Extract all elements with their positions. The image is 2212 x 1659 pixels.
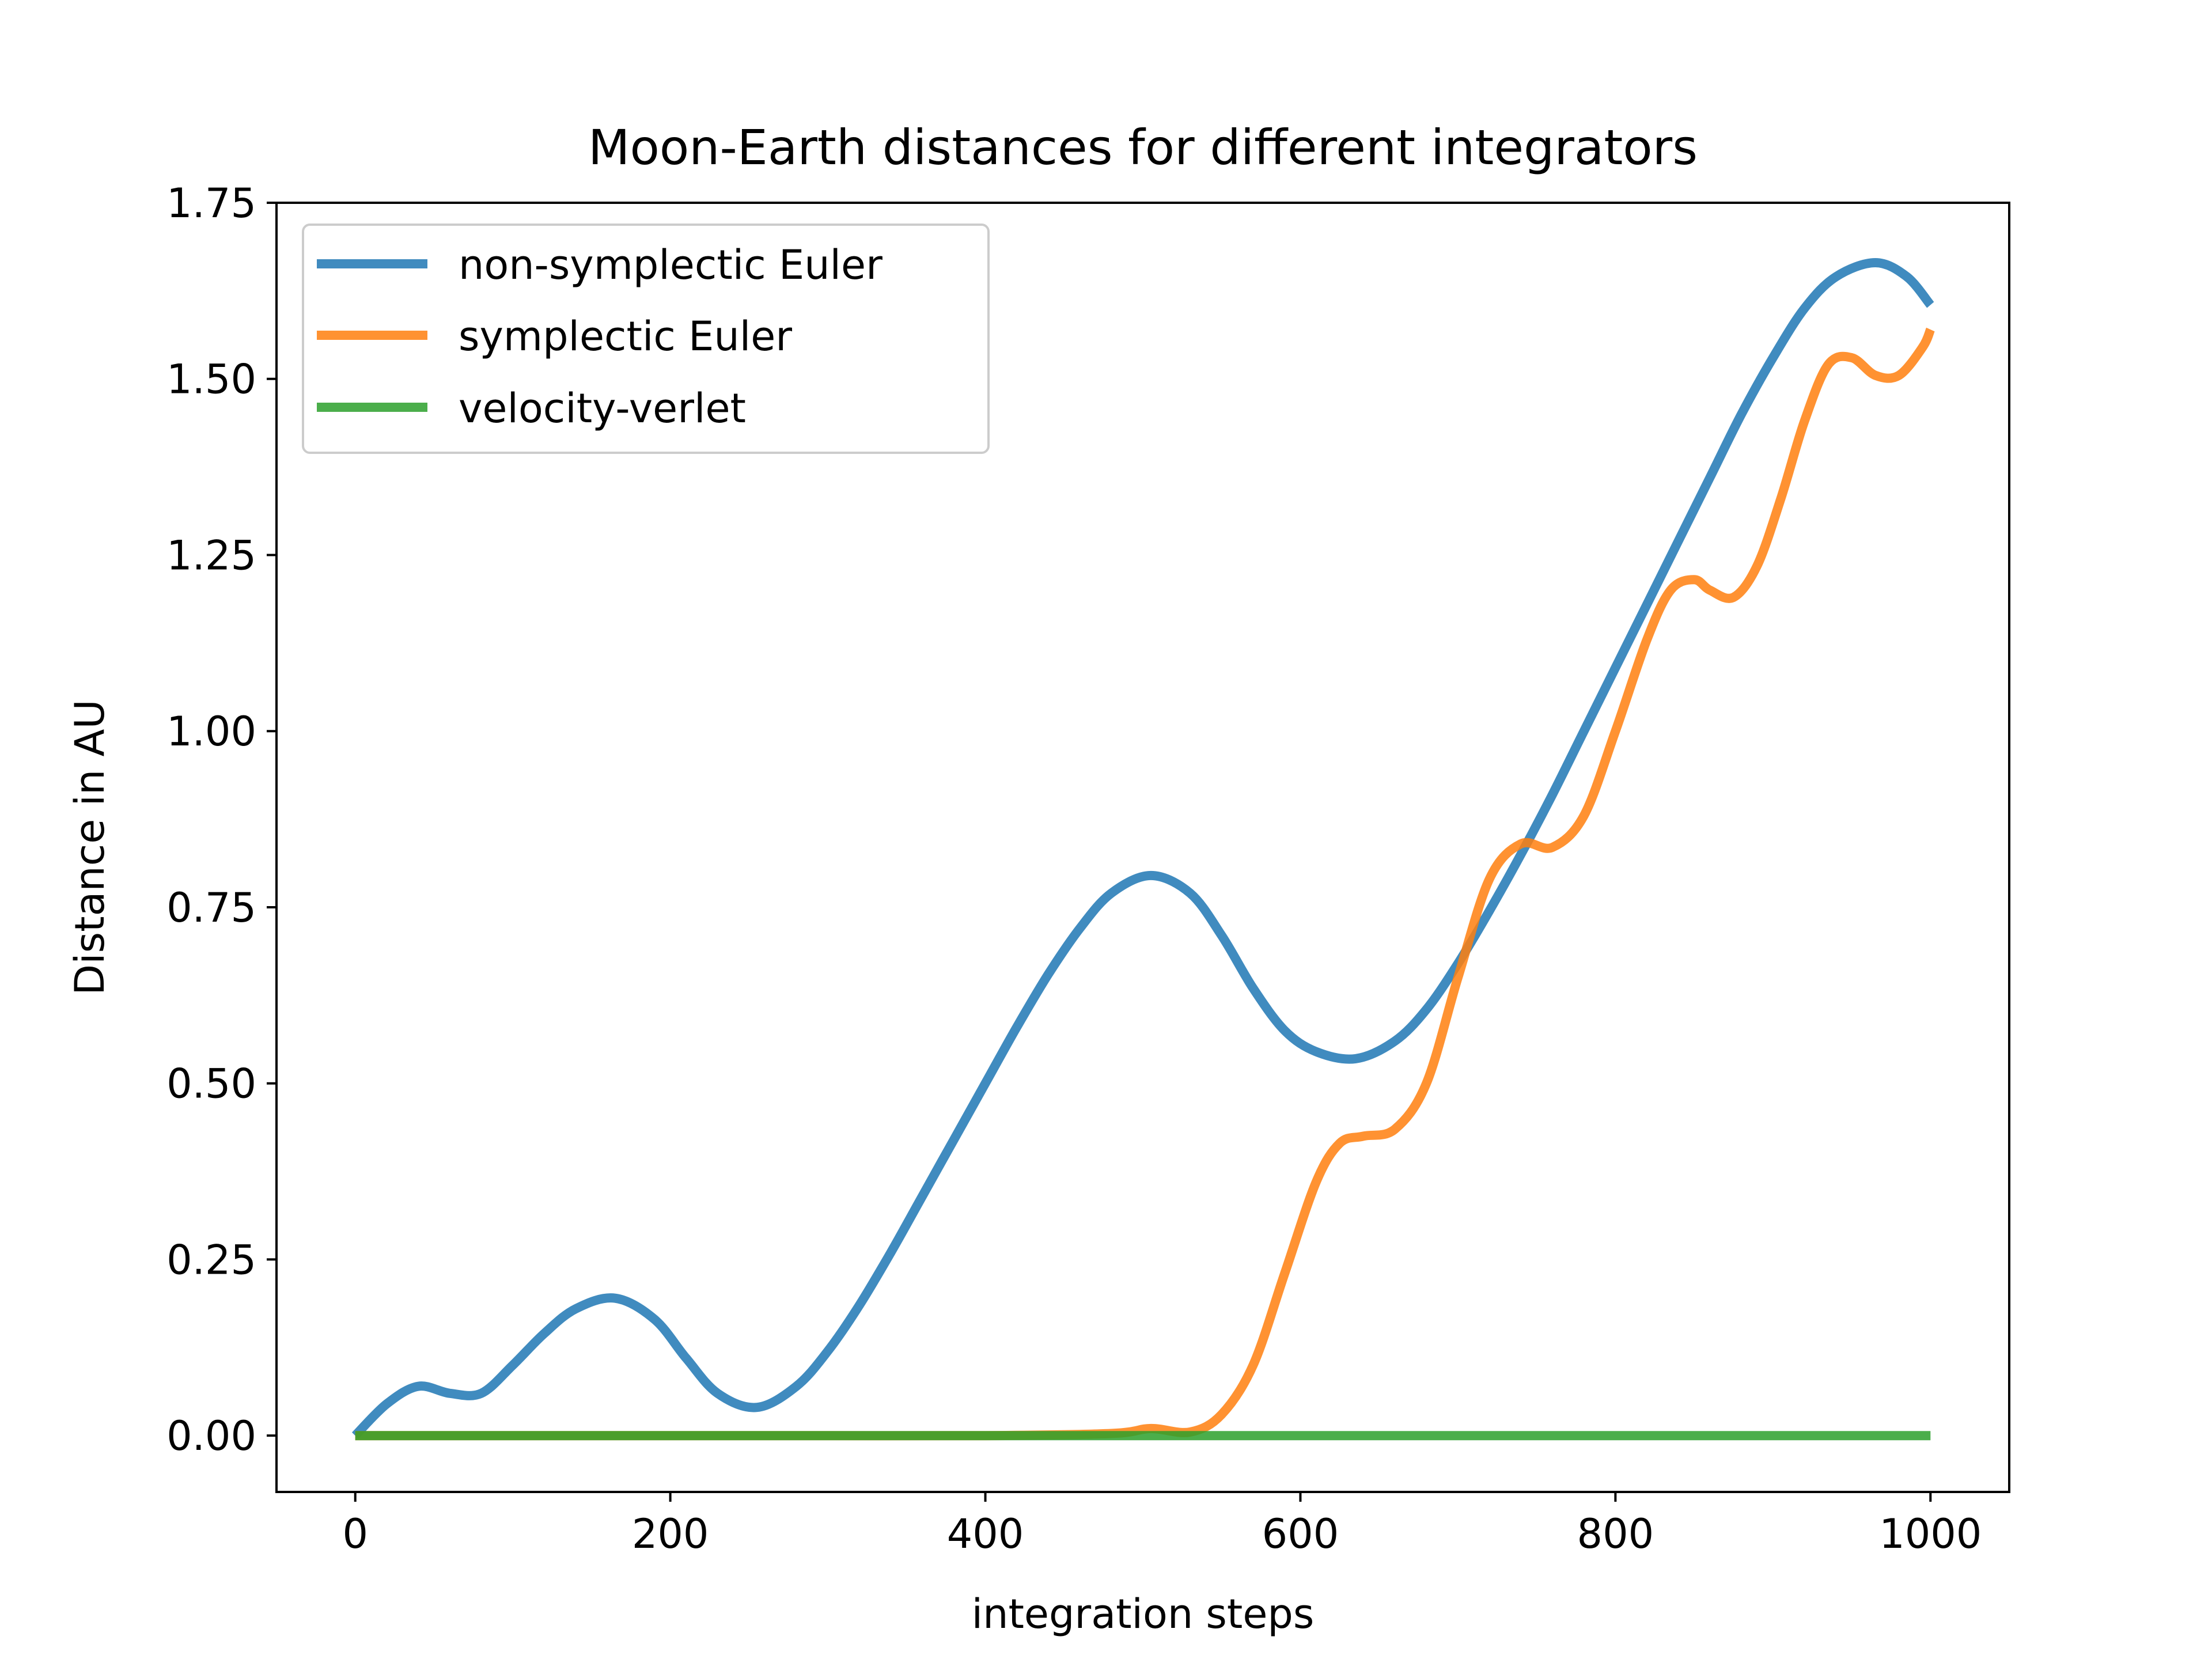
x-tick-label: 200 (632, 1510, 709, 1558)
y-tick-label: 0.75 (166, 884, 256, 931)
x-tick-label: 1000 (1879, 1510, 1982, 1558)
y-tick-label: 1.75 (166, 180, 256, 227)
y-tick-label: 0.50 (166, 1060, 256, 1108)
legend: non-symplectic Euler symplectic Euler ve… (302, 224, 990, 454)
x-axis-ticks: 0 200 400 600 800 1000 (342, 1492, 1982, 1558)
y-tick-label: 0.00 (166, 1412, 256, 1460)
x-tick-label: 0 (342, 1510, 368, 1558)
y-tick-label: 0.25 (166, 1236, 256, 1283)
legend-label-symplectic-euler: symplectic Euler (459, 313, 792, 360)
series-line-non-symplectic-euler (351, 258, 1934, 1439)
plot-lines (351, 258, 1935, 1441)
y-tick-label: 1.25 (166, 532, 256, 579)
y-axis-ticks: 0.00 0.25 0.50 0.75 1.00 1.25 1.50 1.75 (166, 180, 276, 1460)
y-axis-label: Distance in AU (66, 699, 113, 995)
x-tick-label: 400 (947, 1510, 1024, 1558)
y-tick-label: 1.00 (166, 708, 256, 755)
legend-label-velocity-verlet: velocity-verlet (459, 385, 746, 432)
x-axis-label: integration steps (972, 1590, 1315, 1638)
y-tick-label: 1.50 (166, 356, 256, 403)
x-tick-label: 800 (1577, 1510, 1654, 1558)
chart-title: Moon-Earth distances for different integ… (588, 119, 1698, 176)
plot-frame (275, 202, 2010, 1493)
legend-label-non-symplectic-euler: non-symplectic Euler (459, 241, 882, 289)
x-tick-label: 600 (1262, 1510, 1339, 1558)
legend-box (302, 224, 990, 454)
